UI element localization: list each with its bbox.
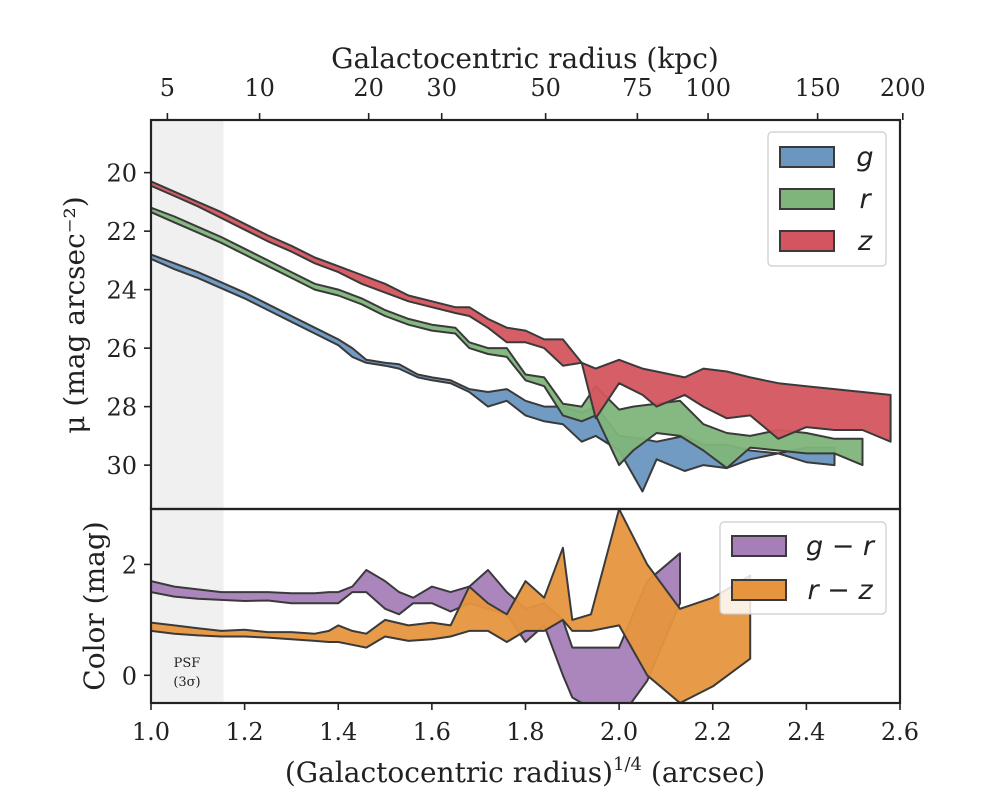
surface-brightness-tick-label: 26 (106, 335, 137, 363)
x-tick-label: 1.6 (413, 718, 451, 746)
surface-brightness-tick-label: 22 (106, 218, 137, 246)
legend-label-z: z (857, 226, 873, 257)
legend-label-g-minus-r: g − r (806, 531, 876, 562)
x-axis-title: (Galactocentric radius)1/4 (arcsec) (285, 754, 765, 789)
legend-swatch-g (779, 146, 835, 168)
bottom-panel-series (151, 509, 752, 703)
top-axis-tick-label: 20 (353, 74, 384, 102)
band-z (151, 180, 892, 443)
bottom-panel-background (151, 509, 224, 703)
psf-label: PSF (174, 656, 201, 671)
surface-brightness-axis-title: μ (mag arcsec⁻²) (58, 196, 91, 433)
band-r-minus-z (151, 509, 752, 703)
legend-label-g: g (856, 142, 873, 173)
color-axis-title: Color (mag) (78, 521, 111, 690)
x-tick-label: 2.0 (600, 718, 638, 746)
top-axis-tick-label: 150 (795, 74, 841, 102)
x-tick-label: 1.2 (226, 718, 264, 746)
legend-swatch-r-minus-z (731, 579, 787, 601)
color-tick-label: 0 (122, 662, 137, 690)
x-axis-title-main: (Galactocentric radius) (285, 756, 613, 789)
x-tick-label: 2.4 (787, 718, 825, 746)
legend-swatch-z (779, 230, 835, 252)
x-tick-label: 1.0 (132, 718, 170, 746)
top-panel-series (151, 180, 892, 493)
top-axis-tick-label: 5 (160, 74, 175, 102)
x-tick-label: 1.8 (506, 718, 544, 746)
top-axis-tick-label: 100 (685, 74, 731, 102)
band-r (151, 206, 864, 470)
top-axis-tick-label: 30 (426, 74, 457, 102)
surface-brightness-tick-label: 20 (106, 160, 137, 188)
surface-brightness-tick-label: 28 (106, 394, 137, 422)
top-axis-tick-label: 75 (622, 74, 653, 102)
band-g (151, 253, 836, 493)
top-axis-tick-label: 50 (530, 74, 561, 102)
band-g-minus-r (151, 552, 681, 703)
top-axis-tick-label: 10 (244, 74, 275, 102)
top-panel-background (151, 120, 224, 509)
x-tick-label: 2.6 (881, 718, 919, 746)
x-tick-label: 1.4 (319, 718, 357, 746)
x-axis-title-exponent: 1/4 (613, 754, 642, 775)
legend-label-r-minus-z: r − z (807, 575, 873, 606)
x-axis-title-unit: (arcsec) (642, 756, 765, 789)
legend-swatch-g-minus-r (731, 535, 787, 557)
psf-sigma-label: (3σ) (173, 675, 200, 690)
surface-brightness-tick-label: 24 (106, 277, 137, 305)
psf-shaded-region-top (151, 120, 224, 509)
legend-swatch-r (779, 188, 835, 210)
color-tick-label: 2 (122, 551, 137, 579)
legends: grz g − r r − z (719, 131, 887, 615)
legend-label-r: r (859, 184, 872, 215)
axis-ticks: 1.0 1.2 1.4 1.6 1.8 2.0 2.2 2.4 2.65 10 20 30 50 75 10… (106, 74, 925, 746)
x-tick-label: 2.2 (694, 718, 732, 746)
top-axis-tick-label: 200 (880, 74, 926, 102)
psf-shaded-region-bottom (151, 509, 224, 703)
surface-brightness-tick-label: 30 (106, 452, 137, 480)
top-axis-title: Galactocentric radius (kpc) (331, 42, 719, 75)
